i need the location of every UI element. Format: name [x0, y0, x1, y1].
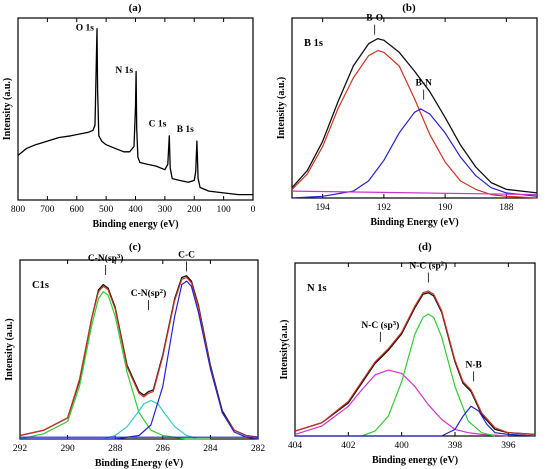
x-tick-label: 500	[99, 205, 114, 215]
panel-title: B 1s	[304, 38, 323, 49]
x-tick-label: 190	[438, 203, 453, 213]
peak-label: N-C (sp2)	[409, 260, 447, 272]
series-line-3	[291, 190, 538, 196]
x-tick-label: 100	[217, 205, 232, 215]
x-tick-label: 192	[377, 203, 392, 213]
series-line-2	[19, 291, 211, 440]
panel-title: N 1s	[307, 283, 327, 294]
plot-frame	[19, 259, 259, 440]
peak-label: O 1s	[76, 23, 95, 33]
series-line-0	[17, 28, 253, 196]
series-line-4	[20, 280, 259, 440]
peak-label: C 1s	[149, 120, 167, 130]
x-axis-label: Binding energy (eV)	[372, 455, 458, 466]
panel-label: (c)	[129, 241, 142, 253]
x-tick-label: 282	[251, 444, 266, 454]
panel-title: C1s	[32, 280, 49, 291]
x-tick-label: 292	[13, 444, 28, 454]
y-axis-label: Intensity (a.u.)	[276, 77, 287, 140]
x-axis-label: Binding Energy (eV)	[95, 458, 183, 469]
panel-d: (d) 404 402 400 398 396 Binding energy (eV) Int…	[279, 241, 536, 466]
x-tick-label: 400	[128, 205, 143, 215]
panel-b: (b) 194 192 190 188 Binding Energy (eV) Intens…	[276, 2, 538, 228]
peak-label: C-N(sp2)	[131, 288, 167, 300]
peak-label: N 1s	[115, 66, 133, 76]
x-tick-label: 300	[158, 205, 173, 215]
y-axis-label: Intensity (a.u.)	[4, 318, 15, 381]
x-tick-label: 600	[70, 205, 85, 215]
x-tick-label: 290	[60, 444, 75, 454]
peak-label: C-N(sp3)	[88, 253, 124, 265]
x-tick-label: 404	[288, 441, 303, 451]
plot-frame	[291, 17, 538, 199]
series-line-2	[291, 108, 538, 199]
x-tick-label: 0	[251, 205, 256, 215]
x-axis-label: Binding energy (eV)	[92, 219, 178, 230]
peak-label: B 1s	[177, 125, 194, 135]
x-tick-label: 800	[11, 205, 26, 215]
peak-label: C-C	[178, 251, 195, 261]
x-tick-label: 284	[203, 444, 218, 454]
x-tick-label: 200	[187, 205, 202, 215]
series-line-1	[291, 50, 538, 199]
x-tick-label: 398	[448, 441, 463, 451]
panel-a: (a) 800 700 600 500 400 300 200 100 0 Binding ener…	[2, 2, 256, 230]
x-tick-label: 288	[108, 444, 123, 454]
x-tick-label: 194	[316, 203, 331, 213]
series-line-3	[361, 313, 496, 437]
series-line-1	[294, 290, 536, 435]
x-tick-label: 402	[341, 441, 356, 451]
peak-label: B-O	[366, 14, 383, 24]
peak-label: N-C (sp3)	[361, 319, 399, 331]
plot-frame	[294, 262, 536, 437]
panel-label: (d)	[418, 241, 432, 253]
series-line-0	[294, 292, 536, 436]
x-tick-label: 700	[40, 205, 55, 215]
series-line-0	[291, 37, 538, 194]
series-line-2	[294, 369, 509, 437]
series-line-3	[103, 399, 199, 440]
peak-label: N-B	[465, 360, 482, 370]
y-axis-label: Intensity (a.u.)	[2, 78, 13, 141]
series-line-4	[295, 405, 536, 437]
panel-label: (b)	[402, 2, 416, 14]
peak-label: B-N	[416, 79, 433, 89]
x-axis-label: Binding Energy (eV)	[370, 217, 458, 228]
x-tick-label: 400	[395, 441, 410, 451]
x-tick-label: 286	[156, 444, 171, 454]
panel-c: (c) 292 290 288 286 284 282 Binding Energy (eV)…	[4, 241, 265, 469]
y-axis-label: Intensity(a.u.)	[279, 319, 290, 379]
x-tick-label: 396	[501, 441, 516, 451]
x-tick-label: 188	[499, 203, 514, 213]
panel-label: (a)	[129, 2, 142, 14]
